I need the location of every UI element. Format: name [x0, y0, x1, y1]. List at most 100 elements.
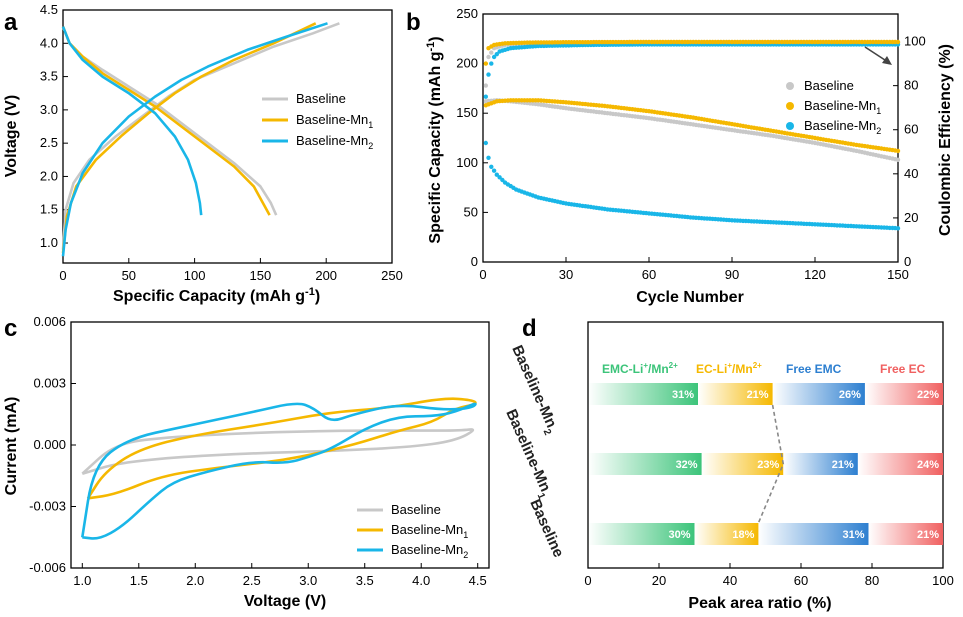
d-bar-row: 32% 23% 21% 24%	[588, 453, 943, 475]
b-ytick-label: 0	[471, 254, 478, 269]
d-component-header: EMC-Li+/Mn2+	[602, 361, 678, 376]
a-ytick-label: 2.0	[40, 168, 58, 183]
b-point	[489, 61, 494, 66]
c-xtick-label: 1.0	[73, 573, 91, 588]
panel-a-frame	[62, 9, 393, 264]
b-point	[489, 164, 494, 169]
b-point	[895, 226, 901, 231]
b-legend-item-swatch	[786, 122, 794, 130]
panel-c-ticks: 1.0 1.5 2.0 2.5 3.0 3.5 4.0 4.5 -0.006 -0.003 0.00…	[29, 314, 487, 588]
d-bar-value-label: 18%	[732, 529, 754, 541]
b-point	[491, 54, 497, 60]
a-xtick-label: 200	[315, 268, 337, 283]
a-xtick-label: 0	[59, 268, 66, 283]
c-ytick-label: -0.003	[29, 499, 66, 514]
b-ytick-label: 100	[456, 155, 478, 170]
a-legend-item-label: Baseline-Mn1	[296, 112, 373, 130]
b-y2tick-label: 40	[904, 166, 918, 181]
a-series-line	[61, 22, 328, 257]
b-series	[483, 98, 901, 154]
c-ytick-label: 0.006	[33, 314, 66, 329]
panel-d-frame	[587, 321, 944, 569]
panel-a-xlabel: Specific Capacity (mAh g-1)	[113, 286, 320, 305]
panel-c-ylabel: Current (mA)	[3, 397, 20, 496]
d-xtick-label: 100	[932, 573, 954, 588]
b-point	[483, 94, 488, 99]
b-xtick-label: 0	[479, 267, 486, 282]
d-component-header: Free EC	[880, 362, 926, 376]
b-legend-item-swatch	[786, 102, 794, 110]
d-bar-value-label: 31%	[842, 529, 864, 541]
panel-a-ylabel: Voltage (V)	[3, 95, 20, 177]
panel-a: a 0 50 100 150 200 250 1.0 1.5 2.0 2.5 3.0 3.5 4.0 4.…	[3, 2, 403, 305]
b-point	[486, 72, 491, 77]
b-ytick-label: 200	[456, 56, 478, 71]
d-trend-connector	[757, 404, 785, 524]
a-ytick-label: 1.5	[40, 202, 58, 217]
d-bar-segment	[588, 453, 702, 475]
b-point	[483, 61, 488, 66]
b-legend-item-label: Baseline-Mn1	[804, 98, 881, 116]
d-bar-value-label: 31%	[672, 389, 694, 401]
d-bar-segment	[588, 523, 695, 545]
d-bar-segment	[868, 523, 943, 545]
b-ytick-label: 150	[456, 105, 478, 120]
panel-b-xlabel: Cycle Number	[636, 289, 744, 306]
b-ytick-label: 250	[456, 6, 478, 21]
d-bar-value-label: 32%	[676, 459, 698, 471]
c-series-line	[86, 397, 477, 500]
c-series-line	[81, 428, 475, 475]
panel-d-bars: 31% 21% 26% 22% 32% 23% 21% 24% 30% 18% 31% 21%	[588, 383, 943, 545]
panel-d-component-headers: EMC-Li+/Mn2+ EC-Li+/Mn2+ Free EMC Free EC	[602, 361, 926, 376]
d-bar-value-label: 22%	[917, 389, 939, 401]
panel-b-legend: Baseline Baseline-Mn1 Baseline-Mn2	[786, 78, 881, 136]
c-xtick-label: 3.5	[356, 573, 374, 588]
d-bar-segment	[701, 453, 784, 475]
d-component-header: Free EMC	[786, 362, 842, 376]
panel-b-label: b	[406, 9, 421, 36]
panel-c-legend: Baseline Baseline-Mn1 Baseline-Mn2	[357, 502, 468, 560]
c-ytick-label: -0.006	[29, 560, 66, 575]
d-bar-value-label: 21%	[832, 459, 854, 471]
b-legend-item-label: Baseline	[804, 78, 854, 93]
panel-c-label: c	[4, 315, 17, 342]
d-bar-segment	[772, 383, 865, 405]
panel-b-points	[483, 39, 901, 231]
panel-b: b 0 30 60 90 120 1500501001502002500204060801…	[406, 6, 954, 306]
a-xtick-label: 50	[122, 268, 136, 283]
b-legend-item-swatch	[786, 82, 794, 90]
d-bar-segment	[783, 453, 858, 475]
panel-b-frame	[482, 13, 899, 263]
c-xtick-label: 4.0	[412, 573, 430, 588]
a-xtick-label: 100	[184, 268, 206, 283]
c-ytick-label: 0.000	[33, 437, 66, 452]
c-xtick-label: 4.5	[469, 573, 487, 588]
b-point	[895, 157, 901, 162]
panel-d-xlabel: Peak area ratio (%)	[688, 595, 831, 612]
panel-d-label: d	[522, 315, 537, 342]
b-point	[486, 54, 491, 60]
d-bar-segment	[758, 523, 869, 545]
b-point	[494, 172, 499, 177]
d-bar-row: 31% 21% 26% 22%	[588, 383, 943, 405]
a-ytick-label: 2.5	[40, 135, 58, 150]
c-xtick-label: 2.5	[243, 573, 261, 588]
panel-a-lines	[61, 22, 340, 257]
d-bar-row: 30% 18% 31% 21%	[588, 523, 943, 545]
b-xtick-label: 60	[642, 267, 656, 282]
b-legend-item-label: Baseline-Mn2	[804, 118, 881, 136]
panel-a-label: a	[4, 9, 18, 36]
d-xtick-label: 20	[652, 573, 666, 588]
b-point	[483, 140, 488, 146]
a-xtick-label: 250	[381, 268, 403, 283]
panel-b-ylabel: Specific Capacity (mAh g-1)	[425, 36, 444, 243]
panel-b-y2label: Coulombic Efficiency (%)	[937, 44, 954, 236]
d-bar-value-label: 24%	[917, 459, 939, 471]
a-xtick-label: 150	[250, 268, 272, 283]
panel-a-ticks: 0 50 100 150 200 250 1.0 1.5 2.0 2.5 3.0 3.5 4.0 4.5	[40, 2, 403, 283]
a-ytick-label: 3.5	[40, 69, 58, 84]
panel-a-legend: Baseline Baseline-Mn1 Baseline-Mn2	[262, 91, 373, 151]
